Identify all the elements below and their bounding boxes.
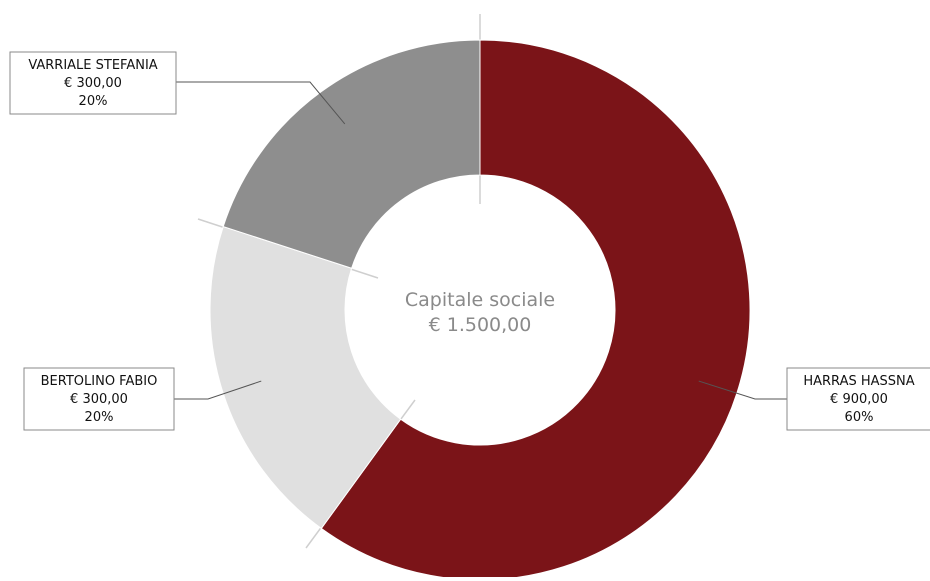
leader-lines <box>174 81 787 400</box>
label-percent-bertolino-fabio: 20% <box>85 410 114 425</box>
label-harras-hassna: HARRAS HASSNA € 900,00 60% <box>786 367 930 431</box>
slice-harras-hassna <box>320 39 751 581</box>
slice-varriale-stefania <box>222 39 481 269</box>
slice-bertolino-fabio <box>209 225 402 530</box>
label-value-harras-hassna: € 900,00 <box>830 392 888 407</box>
slice-labels: HARRAS HASSNA € 900,00 60% BERTOLINO FABIO €… <box>9 51 930 431</box>
label-box-harras-hassna <box>786 367 930 431</box>
center-title: Capitale sociale <box>405 289 555 311</box>
leader-line-harras-hassna <box>698 380 787 400</box>
label-percent-varriale-stefania: 20% <box>79 94 108 109</box>
center-value: € 1.500,00 <box>429 314 532 336</box>
leader-line-bertolino-fabio <box>174 380 262 400</box>
label-box-bertolino-fabio <box>23 367 175 431</box>
donut-slices <box>209 39 751 581</box>
label-value-varriale-stefania: € 300,00 <box>64 76 122 91</box>
label-name-varriale-stefania: VARRIALE STEFANIA <box>28 58 157 73</box>
label-varriale-stefania: VARRIALE STEFANIA € 300,00 20% <box>9 51 177 115</box>
label-bertolino-fabio: BERTOLINO FABIO € 300,00 20% <box>23 367 175 431</box>
label-box-varriale-stefania <box>9 51 177 115</box>
label-value-bertolino-fabio: € 300,00 <box>70 392 128 407</box>
label-percent-harras-hassna: 60% <box>845 410 874 425</box>
label-name-harras-hassna: HARRAS HASSNA <box>803 374 914 389</box>
leader-line-varriale-stefania <box>176 81 346 125</box>
label-name-bertolino-fabio: BERTOLINO FABIO <box>41 374 158 389</box>
